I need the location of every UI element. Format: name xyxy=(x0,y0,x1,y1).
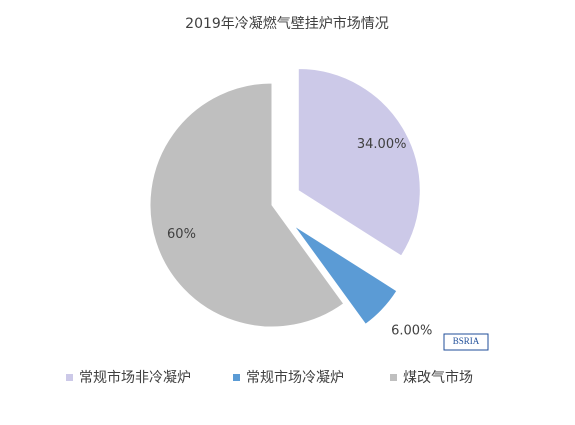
logo-box xyxy=(443,333,489,351)
data-label: 6.00% xyxy=(391,323,432,338)
legend-label: 常规市场冷凝炉 xyxy=(246,369,344,386)
pie-slice xyxy=(297,68,421,257)
data-label: 34.00% xyxy=(357,137,407,152)
legend-marker xyxy=(66,374,73,381)
pie-slice xyxy=(293,225,398,325)
pie-slice xyxy=(149,82,345,328)
legend-label: 煤改气市场 xyxy=(403,369,473,386)
legend-label: 常规市场非冷凝炉 xyxy=(79,369,191,386)
data-label: 60% xyxy=(167,227,196,242)
chart-title: 2019年冷凝燃气壁挂炉市场情况 xyxy=(185,15,389,32)
legend-marker xyxy=(390,374,397,381)
logo: BSRIA xyxy=(453,336,480,346)
legend-marker xyxy=(233,374,240,381)
